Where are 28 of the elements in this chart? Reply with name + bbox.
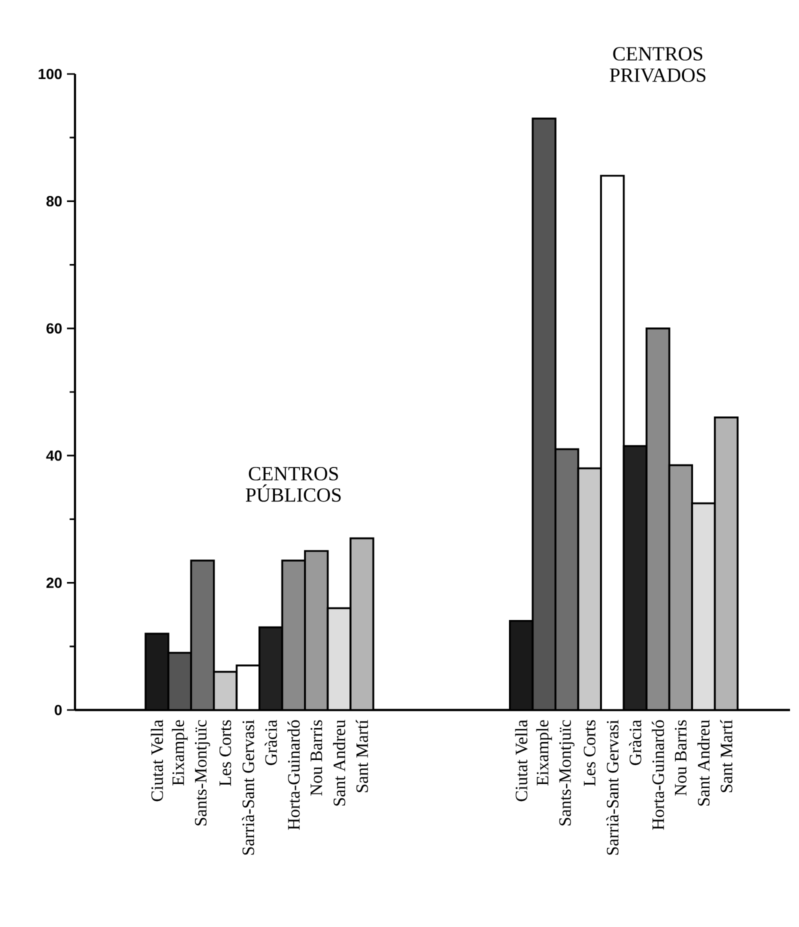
y-tick-label: 40 — [46, 450, 62, 461]
x-tick-label: Ciutat Vella — [150, 720, 164, 802]
x-tick-label: Horta-Guinardó — [652, 720, 664, 830]
x-tick-label: Ciutat Vella — [515, 720, 528, 802]
y-tick-label: 100 — [38, 68, 62, 80]
x-tick-label: Sant Martí — [720, 720, 732, 792]
x-tick-label: Sant Andreu — [697, 720, 710, 806]
x-tick-label: Nou Barris — [310, 720, 322, 796]
x-tick-label: Eixample — [172, 720, 188, 786]
x-tick-label: Les Corts — [219, 720, 232, 786]
annotation: CENTROS PÚBLICOS — [246, 467, 341, 502]
x-tick-label: Sant Martí — [356, 720, 368, 792]
x-tick-label: Horta-Guinardó — [288, 720, 300, 830]
y-tick-label: 20 — [46, 578, 62, 588]
annotation: CENTROS PRIVADOS — [610, 47, 706, 82]
x-tick-label: Sarrià-Sant Gervasi — [606, 720, 619, 855]
x-tick-label: Sarrià-Sant Gervasi — [242, 720, 254, 855]
x-tick-label: Sants-Montjuïc — [559, 720, 574, 826]
x-tick-label: Gràcia — [629, 720, 642, 766]
x-tick-label: Sants-Montjuïc — [194, 720, 210, 826]
x-tick-label: Les Corts — [584, 720, 596, 786]
x-tick-label: Gràcia — [264, 720, 277, 766]
x-tick-label: Eixample — [536, 720, 552, 786]
y-tick-label: 0 — [54, 704, 62, 716]
x-tick-label: Sant Andreu — [333, 720, 346, 806]
y-tick-label: 80 — [46, 196, 62, 206]
x-tick-label: Nou Barris — [674, 720, 687, 796]
y-tick-label: 60 — [46, 323, 62, 334]
